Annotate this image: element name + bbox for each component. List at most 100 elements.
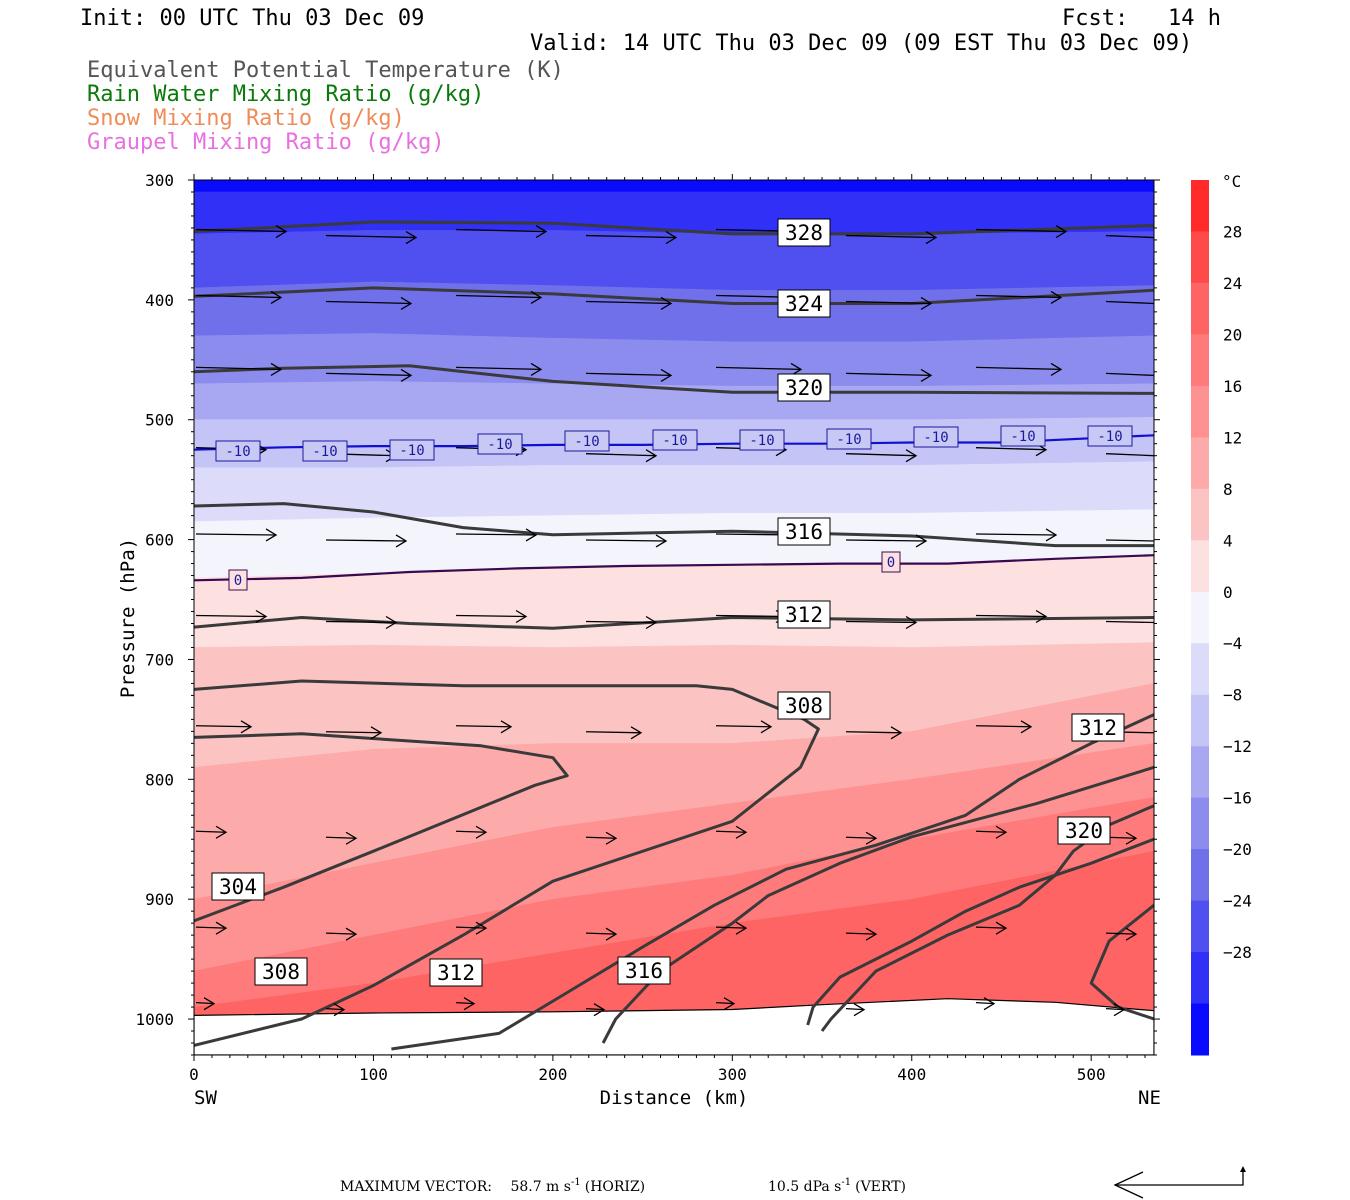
valid-time: Valid: 14 UTC Thu 03 Dec 09 (09 EST Thu … xyxy=(530,31,1192,56)
theta-e-label: 324 xyxy=(777,289,831,318)
theta-e-label: 308 xyxy=(777,691,831,720)
colorbar-unit: °C xyxy=(1222,172,1241,191)
x-left-end-label: SW xyxy=(194,1087,217,1109)
temperature-band xyxy=(194,333,1154,387)
theta-e-label: 308 xyxy=(254,957,308,986)
x-tick-label: 0 xyxy=(189,1065,199,1084)
wind-vector xyxy=(585,927,618,941)
svg-text:312: 312 xyxy=(437,961,475,985)
wind-vector xyxy=(975,224,1068,239)
theta-e-contour-316 xyxy=(194,502,1154,548)
svg-text:-10: -10 xyxy=(1097,429,1122,445)
colorbar-swatch xyxy=(1191,334,1209,387)
wind-vector xyxy=(585,534,668,548)
wind-vector xyxy=(585,449,658,463)
colorbar-swatch xyxy=(1191,282,1209,335)
colorbar-tick-label: 28 xyxy=(1223,222,1242,241)
max-vector-title: MAXIMUM VECTOR: xyxy=(340,1179,492,1195)
colorbar-swatch xyxy=(1191,952,1209,1005)
theta-e-label: 328 xyxy=(777,218,831,247)
wind-vector xyxy=(845,927,878,941)
wind-vector xyxy=(975,921,1008,935)
y-tick-label: 700 xyxy=(145,650,174,669)
colorbar-tick-label: −16 xyxy=(1223,789,1252,808)
colorbar-swatch xyxy=(1191,1003,1209,1056)
isotherm-label: 0 xyxy=(881,551,901,573)
theta-e-contour-304 xyxy=(194,732,569,923)
svg-text:-10: -10 xyxy=(836,432,861,448)
wind-vector xyxy=(1105,453,1154,457)
wind-vector xyxy=(195,609,268,624)
colorbar-tick-label: −4 xyxy=(1223,634,1242,653)
wind-vector xyxy=(975,609,1048,624)
x-tick-label: 200 xyxy=(538,1065,567,1084)
wind-vector xyxy=(455,224,548,239)
svg-text:0: 0 xyxy=(234,573,242,589)
plot-area: 328 324 320 316 312 308 312 320 304 308 312 316 -10 -… xyxy=(135,171,1160,1084)
wind-vector xyxy=(845,534,928,548)
wind-vector xyxy=(845,1003,866,1017)
wind-vector xyxy=(715,921,748,935)
svg-text:328: 328 xyxy=(785,221,823,245)
theta-e-contour-328 xyxy=(194,220,1154,236)
horiz-unit: (HORIZ) xyxy=(585,1179,645,1195)
wind-vector xyxy=(585,726,643,740)
wind-vector xyxy=(455,825,488,839)
wind-vector xyxy=(195,997,216,1011)
wind-vector xyxy=(455,921,488,935)
wind-vector xyxy=(845,296,933,311)
wind-vector xyxy=(325,230,418,245)
colorbar-swatch xyxy=(1191,540,1209,593)
y-tick-label: 800 xyxy=(145,770,174,789)
wind-vector xyxy=(195,362,283,376)
wind-vector xyxy=(455,362,543,376)
isotherm-label: -10 xyxy=(652,429,698,451)
svg-text:-10: -10 xyxy=(487,437,512,453)
forecast-hour: Fcst: 14 h xyxy=(1062,6,1221,31)
svg-text:-10: -10 xyxy=(399,443,424,459)
wind-vector xyxy=(845,230,938,245)
wind-vector xyxy=(195,290,283,305)
svg-text:324: 324 xyxy=(785,292,823,316)
temperature-band xyxy=(194,381,1154,420)
vert-vector-label: 10.5 dPa s-1 (VERT) xyxy=(768,1177,906,1195)
wind-vector xyxy=(585,1003,606,1017)
theta-e-contour-320 xyxy=(806,837,1154,1026)
theta-e-label: 312 xyxy=(429,958,483,987)
svg-text:-10: -10 xyxy=(312,444,337,460)
wind-vector xyxy=(455,720,513,734)
plot-frame xyxy=(193,179,1155,1056)
theta-e-label: 312 xyxy=(1071,713,1125,742)
wind-vector xyxy=(845,449,918,463)
colorbar-tick-label: −12 xyxy=(1223,737,1252,756)
wind-vector xyxy=(845,615,918,630)
y-tick-label: 900 xyxy=(145,890,174,909)
wind-vector xyxy=(845,831,878,845)
theta-e-label: 316 xyxy=(617,956,671,985)
wind-vector xyxy=(975,825,1008,839)
colorbar-tick-label: −20 xyxy=(1223,840,1252,859)
svg-text:312: 312 xyxy=(1079,716,1117,740)
colorbar-swatch xyxy=(1191,746,1209,799)
colorbar-swatch xyxy=(1191,797,1209,850)
colorbar-tick-label: 0 xyxy=(1223,583,1233,602)
field-label-theta-e: Equivalent Potential Temperature (K) xyxy=(87,58,564,83)
horiz-exp: -1 xyxy=(571,1177,581,1188)
wind-vector xyxy=(1105,1003,1126,1017)
svg-text:-10: -10 xyxy=(923,430,948,446)
colorbar-swatch xyxy=(1191,849,1209,902)
x-tick-label: 400 xyxy=(897,1065,926,1084)
theta-e-contour-316 xyxy=(601,765,1154,1044)
theta-e-label: 316 xyxy=(777,517,831,546)
wind-vector xyxy=(1105,620,1154,624)
terrain-mask xyxy=(194,998,1154,1055)
colorbar-tick-label: 4 xyxy=(1223,531,1233,550)
colorbar-tick-label: 20 xyxy=(1223,325,1242,344)
svg-text:320: 320 xyxy=(1065,819,1103,843)
theta-e-contour-308 xyxy=(194,679,820,1047)
x-tick-label: 300 xyxy=(718,1065,747,1084)
field-label-graupel: Graupel Mixing Ratio (g/kg) xyxy=(87,130,445,155)
y-axis-label: Pressure (hPa) xyxy=(117,538,139,698)
isotherm-label: -10 xyxy=(1000,425,1046,447)
wind-vector xyxy=(455,290,543,305)
